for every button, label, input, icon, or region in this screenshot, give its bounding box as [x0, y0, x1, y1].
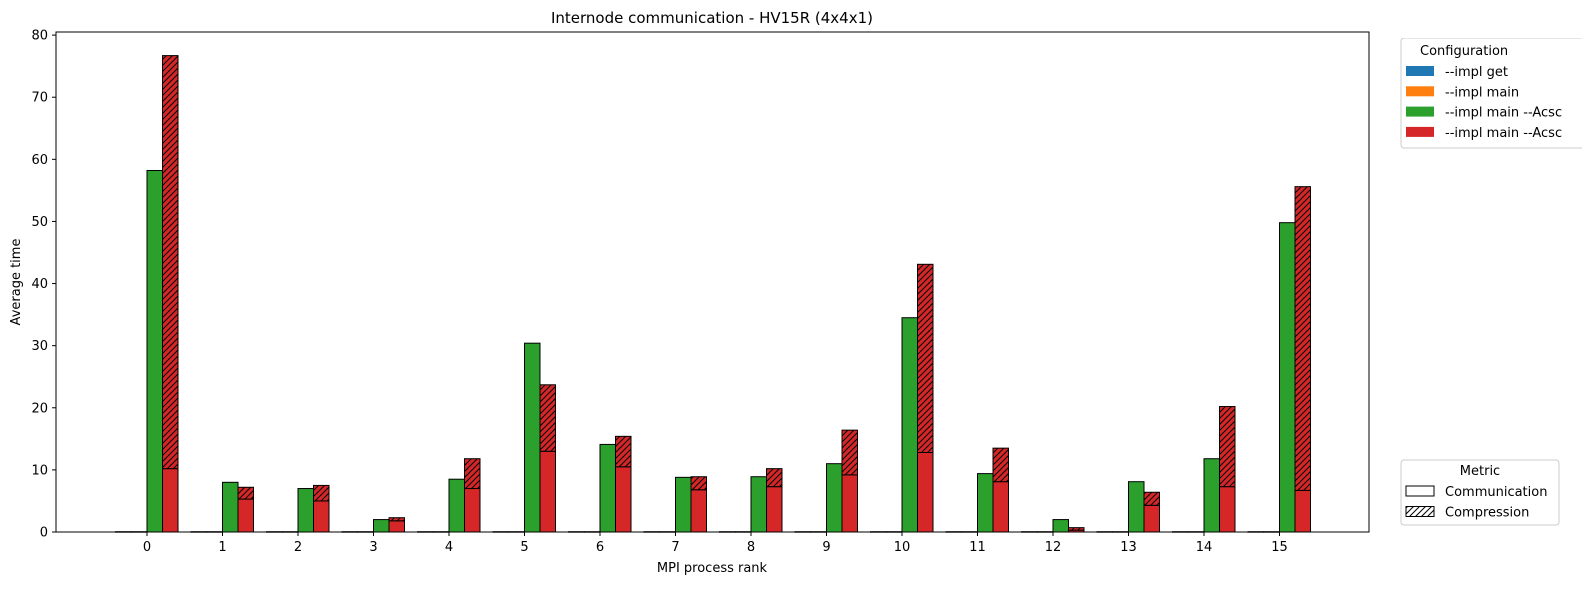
- bar-communication: [766, 486, 783, 533]
- bar-communication: [826, 463, 843, 533]
- legend-configuration-title: Configuration: [1420, 44, 1508, 59]
- legend-metric-label: Communication: [1445, 485, 1547, 500]
- y-tick-label: 70: [31, 91, 48, 106]
- bar-compression-hatch: [1068, 527, 1084, 531]
- x-tick-label: 4: [445, 540, 453, 555]
- bar-compression-hatch: [238, 487, 254, 500]
- bar-communication: [297, 488, 314, 533]
- legend-label: --impl get: [1445, 65, 1508, 80]
- x-tick-label: 15: [1271, 540, 1288, 555]
- x-tick-label: 13: [1120, 540, 1137, 555]
- bar-compression-hatch: [993, 448, 1009, 482]
- bar-communication: [599, 443, 616, 533]
- y-tick-label: 60: [31, 153, 48, 168]
- bar-communication: [464, 488, 481, 533]
- y-tick-label: 20: [31, 401, 48, 416]
- bar-compression-hatch: [1144, 492, 1160, 506]
- x-tick-label: 9: [822, 540, 830, 555]
- bar-compression-hatch: [615, 436, 631, 467]
- y-tick-label: 30: [31, 339, 48, 354]
- bar-communication: [690, 489, 707, 533]
- bar-communication: [1279, 222, 1296, 533]
- legend-metric-title: Metric: [1460, 464, 1500, 479]
- legend-configuration: Configuration --impl get --impl main --imp…: [1400, 38, 1582, 149]
- x-tick-label: 6: [596, 540, 604, 555]
- bar-compression-hatch: [766, 468, 782, 487]
- bar-communication: [1143, 504, 1160, 533]
- legend-metric-swatch: [1405, 485, 1435, 497]
- bar-communication: [162, 468, 179, 533]
- y-tick-label: 80: [31, 29, 48, 44]
- bar-communication: [222, 481, 239, 533]
- legend-metric: Metric Communication Compression: [1400, 459, 1560, 526]
- bar-compression-hatch: [313, 485, 329, 501]
- legend-label: --impl main --Acsc: [1445, 126, 1562, 141]
- y-axis-label: Average time: [9, 239, 24, 326]
- bar-communication: [373, 519, 390, 533]
- bar-communication: [977, 473, 994, 533]
- x-axis: 0 1 2 3 4 5 6 7 8 9 10 11 12 13 14 15: [143, 532, 1288, 555]
- bar-communication: [524, 342, 541, 533]
- bar-communication: [237, 498, 254, 533]
- legend-metric-frame: [1400, 459, 1560, 526]
- y-tick-label: 0: [40, 526, 48, 541]
- bar-compression-hatch: [691, 476, 707, 490]
- bar-communication: [388, 520, 405, 533]
- bar-communication: [901, 317, 918, 533]
- legend-swatch: [1406, 66, 1434, 76]
- y-tick-label: 10: [31, 463, 48, 478]
- x-tick-label: 2: [294, 540, 302, 555]
- bar-compression-hatch: [1219, 406, 1235, 487]
- bar-communication: [1128, 481, 1145, 533]
- bar-compression-hatch: [464, 458, 480, 489]
- plot-frame: [55, 31, 1370, 533]
- x-tick-label: 3: [369, 540, 377, 555]
- bar-communication: [1203, 458, 1220, 533]
- bar-communication: [750, 476, 767, 533]
- bar-communication: [992, 481, 1009, 533]
- bar-communication: [1052, 519, 1069, 533]
- legend-swatch: [1406, 126, 1434, 137]
- bar-compression-hatch: [1295, 186, 1311, 491]
- x-tick-label: 14: [1196, 540, 1213, 555]
- x-tick-label: 12: [1045, 540, 1062, 555]
- x-tick-label: 1: [218, 540, 226, 555]
- bar-compression-hatch: [842, 430, 858, 475]
- bars-group: [115, 55, 1311, 533]
- x-tick-label: 8: [747, 540, 755, 555]
- x-tick-label: 0: [143, 540, 151, 555]
- legend-configuration-frame: [1400, 38, 1582, 149]
- legend-swatch: [1406, 86, 1434, 97]
- bar-communication: [146, 170, 163, 533]
- bar-communication: [917, 451, 934, 533]
- x-tick-label: 7: [671, 540, 679, 555]
- bar-compression-hatch: [162, 55, 178, 469]
- bar-communication: [539, 450, 556, 533]
- x-tick-label: 11: [969, 540, 986, 555]
- bar-communication: [675, 476, 692, 533]
- bar-communication: [1294, 489, 1311, 533]
- bar-communication: [615, 466, 632, 533]
- legend-label: --impl main: [1445, 85, 1519, 100]
- x-axis-label: MPI process rank: [657, 561, 768, 576]
- bar-communication: [313, 500, 330, 533]
- x-tick-label: 5: [520, 540, 528, 555]
- x-tick-label: 10: [894, 540, 911, 555]
- bar-compression-hatch: [917, 264, 933, 453]
- legend-metric-label: Compression: [1445, 506, 1529, 521]
- y-axis: 0 10 20 30 40 50 60 70 80: [31, 29, 56, 541]
- y-tick-label: 50: [31, 215, 48, 230]
- bar-compression-hatch: [540, 384, 556, 452]
- bar-compression-hatch: [389, 517, 405, 521]
- legend-swatch: [1406, 106, 1434, 117]
- bar-communication: [448, 478, 465, 533]
- bar-communication: [1219, 486, 1236, 533]
- bar-communication: [841, 474, 858, 533]
- legend-label: --impl main --Acsc: [1445, 106, 1562, 121]
- legend-metric-hatch: [1405, 506, 1435, 517]
- y-tick-label: 40: [31, 277, 48, 292]
- chart-title: Internode communication - HV15R (4x4x1): [551, 9, 873, 27]
